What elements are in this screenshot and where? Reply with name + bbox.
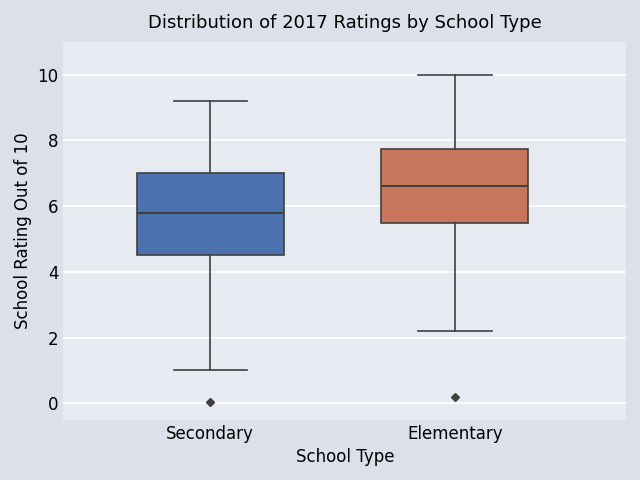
Y-axis label: School Rating Out of 10: School Rating Out of 10 <box>14 132 32 329</box>
X-axis label: School Type: School Type <box>296 448 394 466</box>
Title: Distribution of 2017 Ratings by School Type: Distribution of 2017 Ratings by School T… <box>148 14 541 32</box>
PathPatch shape <box>137 173 284 255</box>
PathPatch shape <box>381 149 528 223</box>
